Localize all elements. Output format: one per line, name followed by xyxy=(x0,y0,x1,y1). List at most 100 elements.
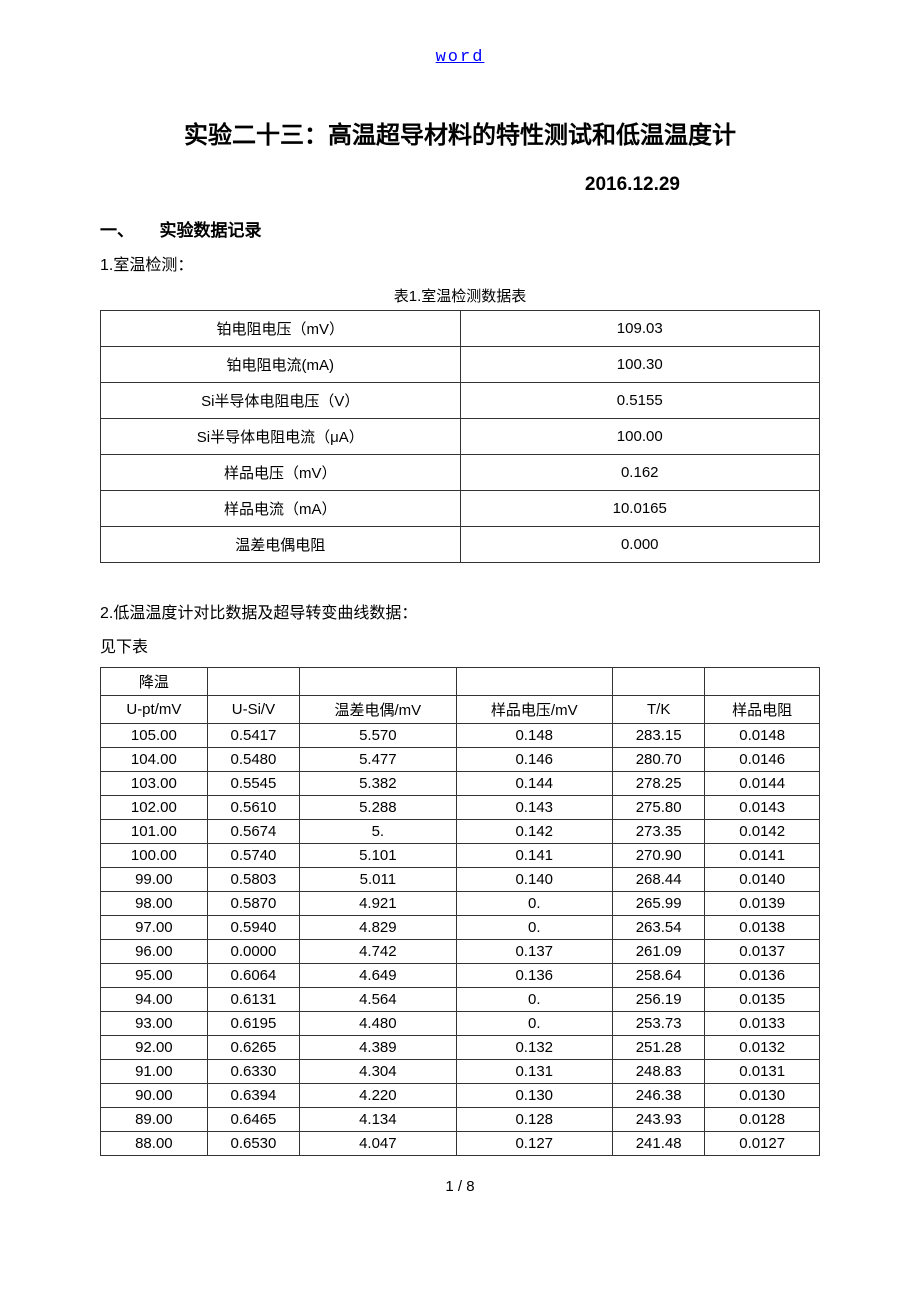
table2-cell: 0.6394 xyxy=(207,1084,299,1108)
table-row: Si半导体电阻电压（V）0.5155 xyxy=(101,383,820,419)
table-row: 95.000.60644.6490.136258.640.0136 xyxy=(101,964,820,988)
table-row: 88.000.65304.0470.127241.480.0127 xyxy=(101,1132,820,1156)
table2-cell: 0.0144 xyxy=(705,772,820,796)
table1-label: 铂电阻电流(mA) xyxy=(101,347,461,383)
table2-cell: 0.6265 xyxy=(207,1036,299,1060)
table1-value: 109.03 xyxy=(460,311,820,347)
table2-cell: 0.144 xyxy=(456,772,612,796)
table1-value: 100.30 xyxy=(460,347,820,383)
table2-cell: 4.480 xyxy=(300,1012,456,1036)
table2-blank xyxy=(456,668,612,696)
table2-column-header: 样品电压/mV xyxy=(456,696,612,724)
table2-cell: 270.90 xyxy=(612,844,704,868)
table2-cell: 0.6064 xyxy=(207,964,299,988)
table2-cell: 88.00 xyxy=(101,1132,208,1156)
section-heading: 一、 实验数据记录 xyxy=(100,216,820,241)
table2-cell: 0.132 xyxy=(456,1036,612,1060)
table2-cell: 4.134 xyxy=(300,1108,456,1132)
table2-cell: 90.00 xyxy=(101,1084,208,1108)
table2-column-header: T/K xyxy=(612,696,704,724)
table2-cell: 0.0131 xyxy=(705,1060,820,1084)
table2-cell: 273.35 xyxy=(612,820,704,844)
table2-cell: 4.564 xyxy=(300,988,456,1012)
table2-cell: 0.146 xyxy=(456,748,612,772)
table2-cell: 0.5417 xyxy=(207,724,299,748)
document-date: 2016.12.29 xyxy=(100,174,820,196)
table2-cell: 0.127 xyxy=(456,1132,612,1156)
table2-cell: 103.00 xyxy=(101,772,208,796)
table1-caption: 表1.室温检测数据表 xyxy=(100,285,820,306)
table2-cell: 105.00 xyxy=(101,724,208,748)
table1-label: Si半导体电阻电流（μA） xyxy=(101,419,461,455)
table2-cell: 4.220 xyxy=(300,1084,456,1108)
table2-cell: 0.5940 xyxy=(207,916,299,940)
table2-cell: 0.0148 xyxy=(705,724,820,748)
table1-label: 铂电阻电压（mV） xyxy=(101,311,461,347)
table1-value: 0.162 xyxy=(460,455,820,491)
table-row: 铂电阻电压（mV）109.03 xyxy=(101,311,820,347)
table1-label: Si半导体电阻电压（V） xyxy=(101,383,461,419)
table2-cell: 5.477 xyxy=(300,748,456,772)
table2-cell: 0.5740 xyxy=(207,844,299,868)
table1-value: 10.0165 xyxy=(460,491,820,527)
table-row: 92.000.62654.3890.132251.280.0132 xyxy=(101,1036,820,1060)
table2-cell: 0.137 xyxy=(456,940,612,964)
table2-cell: 0.140 xyxy=(456,868,612,892)
table2-cell: 4.829 xyxy=(300,916,456,940)
table2-cell: 0.143 xyxy=(456,796,612,820)
table2-column-header: U-Si/V xyxy=(207,696,299,724)
table2-cell: 0.131 xyxy=(456,1060,612,1084)
table2-blank xyxy=(705,668,820,696)
table2-cell: 0.136 xyxy=(456,964,612,988)
table2-cell: 0.0127 xyxy=(705,1132,820,1156)
table2-cell: 99.00 xyxy=(101,868,208,892)
sub-heading-2-note: 见下表 xyxy=(100,633,820,657)
table2-cell: 91.00 xyxy=(101,1060,208,1084)
table2-cell: 93.00 xyxy=(101,1012,208,1036)
sub-heading-2: 2.低温温度计对比数据及超导转变曲线数据： xyxy=(100,599,820,623)
table2-cell: 104.00 xyxy=(101,748,208,772)
table2-cell: 0.0135 xyxy=(705,988,820,1012)
table2-cell: 0.5480 xyxy=(207,748,299,772)
table2-cell: 0.0141 xyxy=(705,844,820,868)
table2-cell: 4.389 xyxy=(300,1036,456,1060)
table-row: 105.000.54175.5700.148283.150.0148 xyxy=(101,724,820,748)
table2-cell: 0.148 xyxy=(456,724,612,748)
table2-cell: 251.28 xyxy=(612,1036,704,1060)
table2-cell: 0.5545 xyxy=(207,772,299,796)
table2-cell: 102.00 xyxy=(101,796,208,820)
table2-cell: 0.0000 xyxy=(207,940,299,964)
table2-cell: 0. xyxy=(456,916,612,940)
table2-cell: 278.25 xyxy=(612,772,704,796)
table2-cell: 95.00 xyxy=(101,964,208,988)
table-row: 100.000.57405.1010.141270.900.0141 xyxy=(101,844,820,868)
table2-cell: 89.00 xyxy=(101,1108,208,1132)
room-temp-table: 铂电阻电压（mV）109.03铂电阻电流(mA)100.30Si半导体电阻电压（… xyxy=(100,310,820,563)
table2-cell: 0.5610 xyxy=(207,796,299,820)
table2-cell: 0.0137 xyxy=(705,940,820,964)
table2-cell: 0.5803 xyxy=(207,868,299,892)
table-row: 99.000.58035.0110.140268.440.0140 xyxy=(101,868,820,892)
table-row: 94.000.61314.5640.256.190.0135 xyxy=(101,988,820,1012)
table-row: 温差电偶电阻0.000 xyxy=(101,527,820,563)
document-title: 实验二十三：高温超导材料的特性测试和低温温度计 xyxy=(100,115,820,150)
table2-cell: 248.83 xyxy=(612,1060,704,1084)
table-row: 96.000.00004.7420.137261.090.0137 xyxy=(101,940,820,964)
table2-cell: 0.0130 xyxy=(705,1084,820,1108)
table2-cell: 0.6131 xyxy=(207,988,299,1012)
table2-cell: 5. xyxy=(300,820,456,844)
table2-cell: 0.5870 xyxy=(207,892,299,916)
table2-cell: 4.921 xyxy=(300,892,456,916)
table2-column-header: 样品电阻 xyxy=(705,696,820,724)
table2-cell: 0.142 xyxy=(456,820,612,844)
table2-cell: 0. xyxy=(456,1012,612,1036)
table2-cell: 275.80 xyxy=(612,796,704,820)
table2-cell: 0.6530 xyxy=(207,1132,299,1156)
table-row: 89.000.64654.1340.128243.930.0128 xyxy=(101,1108,820,1132)
table-row: 样品电压（mV）0.162 xyxy=(101,455,820,491)
table1-value: 0.000 xyxy=(460,527,820,563)
table2-cell: 246.38 xyxy=(612,1084,704,1108)
table2-cell: 0. xyxy=(456,892,612,916)
header-link-text[interactable]: word xyxy=(436,48,485,67)
table2-blank xyxy=(207,668,299,696)
